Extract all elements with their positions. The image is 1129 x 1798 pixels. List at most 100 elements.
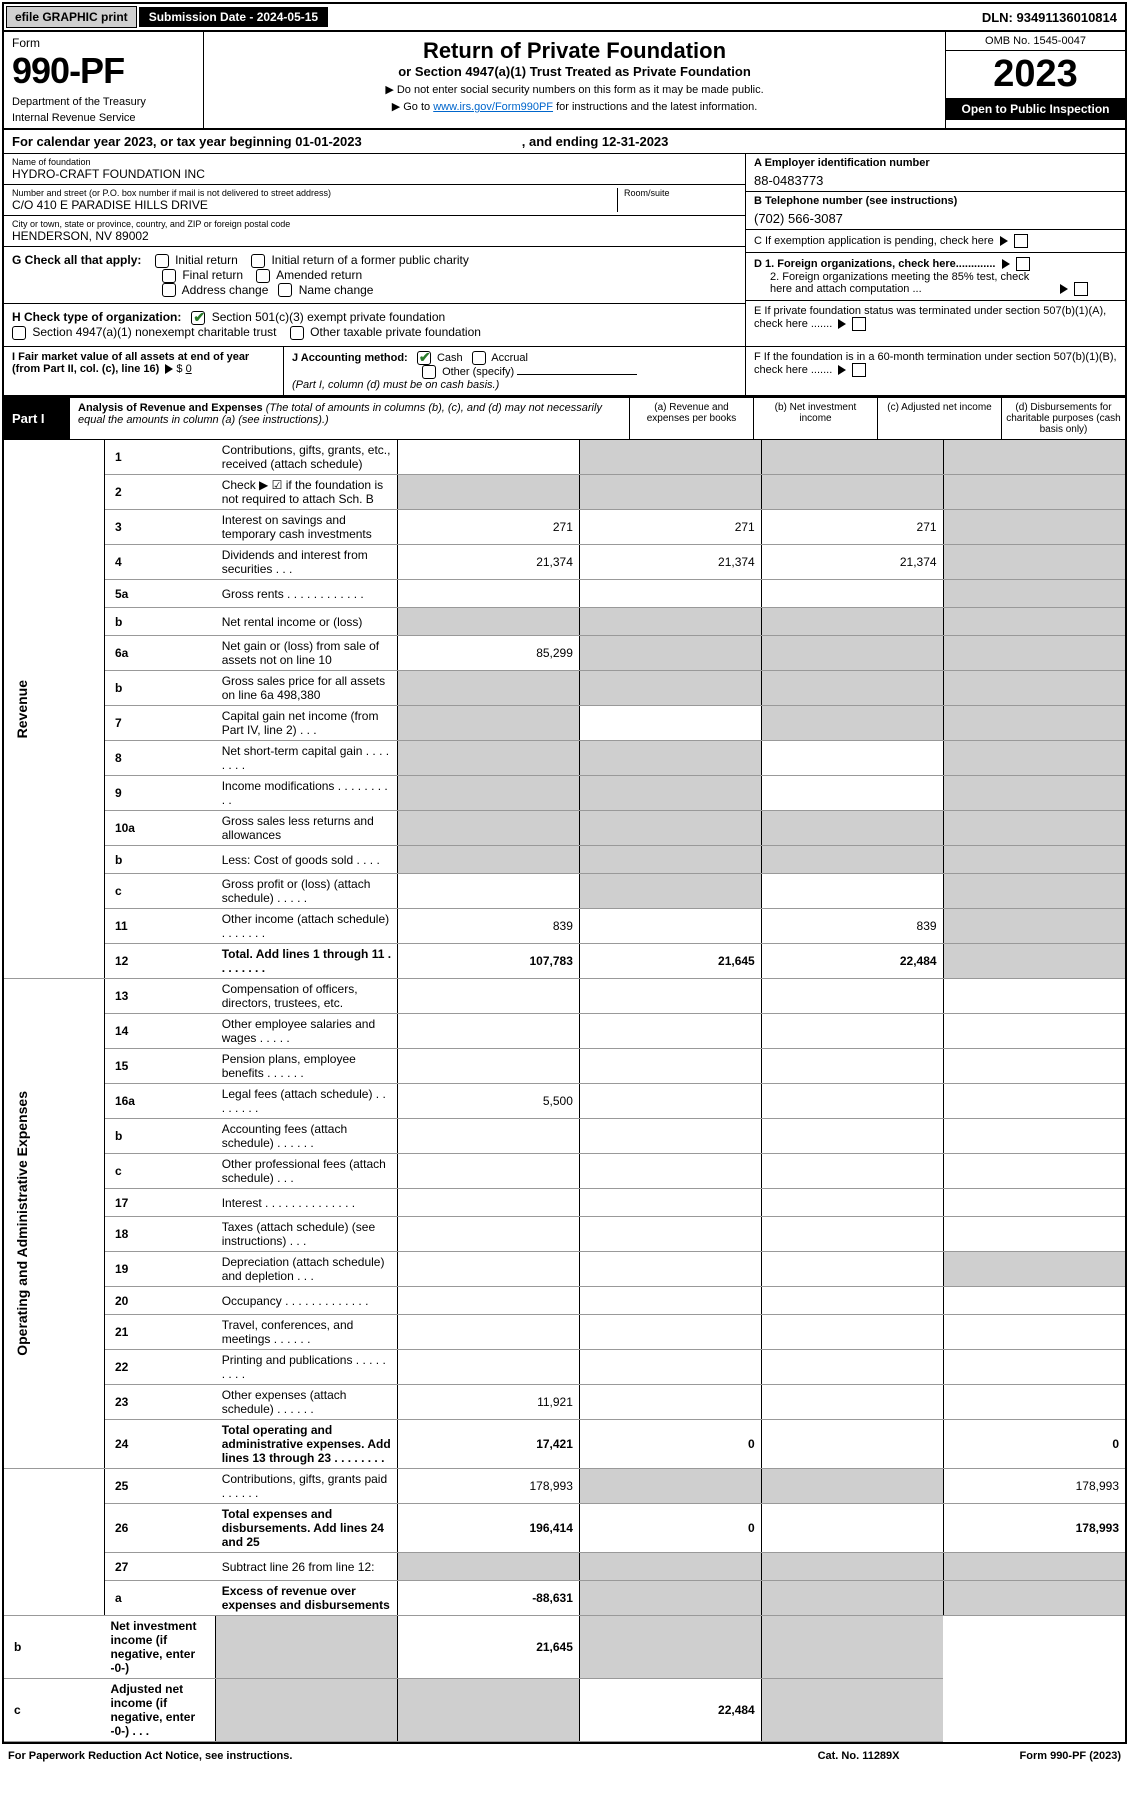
header-mid: Return of Private Foundation or Section … (204, 32, 945, 128)
line-description: Occupancy . . . . . . . . . . . . . (216, 1287, 398, 1315)
c-checkbox[interactable] (1014, 234, 1028, 248)
table-row: 23Other expenses (attach schedule) . . .… (4, 1385, 1125, 1420)
g-o2: Initial return of a former public charit… (271, 253, 468, 267)
501c3-checkbox[interactable] (191, 311, 205, 325)
initial-return-checkbox[interactable] (155, 254, 169, 268)
amount-col-c (761, 1469, 943, 1504)
g-label: G Check all that apply: (12, 253, 141, 267)
amount-col-c (761, 811, 943, 846)
line-number: 7 (104, 706, 215, 741)
line-description: Printing and publications . . . . . . . … (216, 1350, 398, 1385)
amount-col-a (398, 1119, 580, 1154)
amount-col-a (398, 1350, 580, 1385)
other-taxable-checkbox[interactable] (290, 326, 304, 340)
4947-checkbox[interactable] (12, 326, 26, 340)
name-change-checkbox[interactable] (278, 283, 292, 297)
other-method-checkbox[interactable] (422, 365, 436, 379)
line-description: Gross profit or (loss) (attach schedule)… (216, 874, 398, 909)
line-description: Gross sales price for all assets on line… (216, 671, 398, 706)
initial-former-checkbox[interactable] (251, 254, 265, 268)
amount-col-b (579, 1154, 761, 1189)
d1-checkbox[interactable] (1016, 257, 1030, 271)
amount-col-d (943, 1252, 1125, 1287)
line-number: 25 (104, 1469, 215, 1504)
amount-col-a (398, 1217, 580, 1252)
amount-col-c (761, 1553, 943, 1581)
line-number: 16a (104, 1084, 215, 1119)
line-description: Gross rents . . . . . . . . . . . . (216, 580, 398, 608)
footer-left: For Paperwork Reduction Act Notice, see … (8, 1750, 292, 1762)
cal-begin: For calendar year 2023, or tax year begi… (12, 134, 362, 149)
amount-col-d (943, 1581, 1125, 1616)
amount-col-b (579, 706, 761, 741)
line-number: 14 (104, 1014, 215, 1049)
amount-col-b (579, 1315, 761, 1350)
form-page: efile GRAPHIC print Submission Date - 20… (2, 2, 1127, 1744)
amount-col-d: 0 (943, 1420, 1125, 1469)
table-row: bAccounting fees (attach schedule) . . .… (4, 1119, 1125, 1154)
table-row: bNet investment income (if negative, ent… (4, 1616, 1125, 1679)
accrual-checkbox[interactable] (472, 351, 486, 365)
dln-number: DLN: 93491136010814 (974, 7, 1125, 28)
i-value: 0 (186, 363, 192, 375)
arrow-icon (1060, 284, 1068, 294)
amount-col-c: 22,484 (579, 1679, 761, 1742)
line-description: Adjusted net income (if negative, enter … (104, 1679, 215, 1742)
h-check-row: H Check type of organization: Section 50… (4, 304, 745, 346)
address-change-checkbox[interactable] (162, 283, 176, 297)
amount-col-d (943, 475, 1125, 510)
amount-col-d (761, 1679, 943, 1742)
e-label: E If private foundation status was termi… (754, 305, 1106, 330)
amount-col-a (398, 440, 580, 475)
line-description: Total operating and administrative expen… (216, 1420, 398, 1469)
final-return-checkbox[interactable] (162, 269, 176, 283)
d-cell: D 1. Foreign organizations, check here..… (746, 253, 1125, 301)
line-number: 19 (104, 1252, 215, 1287)
cash-checkbox[interactable] (417, 351, 431, 365)
h-label: H Check type of organization: (12, 310, 181, 324)
table-row: 9Income modifications . . . . . . . . . … (4, 776, 1125, 811)
amount-col-c (761, 1217, 943, 1252)
amended-return-checkbox[interactable] (256, 269, 270, 283)
goto-note: ▶ Go to www.irs.gov/Form990PF for instru… (214, 100, 935, 113)
efile-print-button[interactable]: efile GRAPHIC print (6, 6, 137, 28)
amount-col-c: 22,484 (761, 944, 943, 979)
table-row: cOther professional fees (attach schedul… (4, 1154, 1125, 1189)
irs-link[interactable]: www.irs.gov/Form990PF (433, 101, 553, 113)
col-c-header: (c) Adjusted net income (877, 398, 1001, 439)
h-o2: Section 4947(a)(1) nonexempt charitable … (32, 325, 276, 339)
open-public: Open to Public Inspection (946, 98, 1125, 120)
f-checkbox[interactable] (852, 363, 866, 377)
table-row: 25Contributions, gifts, grants paid . . … (4, 1469, 1125, 1504)
table-row: 7Capital gain net income (from Part IV, … (4, 706, 1125, 741)
goto-post: for instructions and the latest informat… (553, 101, 757, 113)
amount-col-d (943, 1154, 1125, 1189)
line-number: 23 (104, 1385, 215, 1420)
e-checkbox[interactable] (852, 317, 866, 331)
amount-col-d (943, 1119, 1125, 1154)
g-check-row: G Check all that apply: Initial return I… (4, 247, 745, 304)
amount-col-d (943, 510, 1125, 545)
amount-col-b (579, 776, 761, 811)
amount-col-a (216, 1679, 398, 1742)
amount-col-a (398, 741, 580, 776)
amount-col-c (761, 846, 943, 874)
f-label: F If the foundation is in a 60-month ter… (754, 351, 1117, 376)
line-number: 13 (104, 979, 215, 1014)
amount-col-a (398, 475, 580, 510)
amount-col-a (398, 874, 580, 909)
amount-col-b (579, 874, 761, 909)
table-row: bLess: Cost of goods sold . . . . (4, 846, 1125, 874)
f-cell: F If the foundation is in a 60-month ter… (745, 347, 1125, 395)
line-description: Check ▶ ☑ if the foundation is not requi… (216, 475, 398, 510)
line-description: Interest on savings and temporary cash i… (216, 510, 398, 545)
table-row: 4Dividends and interest from securities … (4, 545, 1125, 580)
amount-col-d (943, 706, 1125, 741)
amount-col-a (398, 1553, 580, 1581)
line-number: 2 (104, 475, 215, 510)
d2-checkbox[interactable] (1074, 282, 1088, 296)
amount-col-c (761, 1154, 943, 1189)
amount-col-b (579, 475, 761, 510)
line-number: 1 (104, 440, 215, 475)
street-address: C/O 410 E PARADISE HILLS DRIVE (12, 198, 617, 212)
